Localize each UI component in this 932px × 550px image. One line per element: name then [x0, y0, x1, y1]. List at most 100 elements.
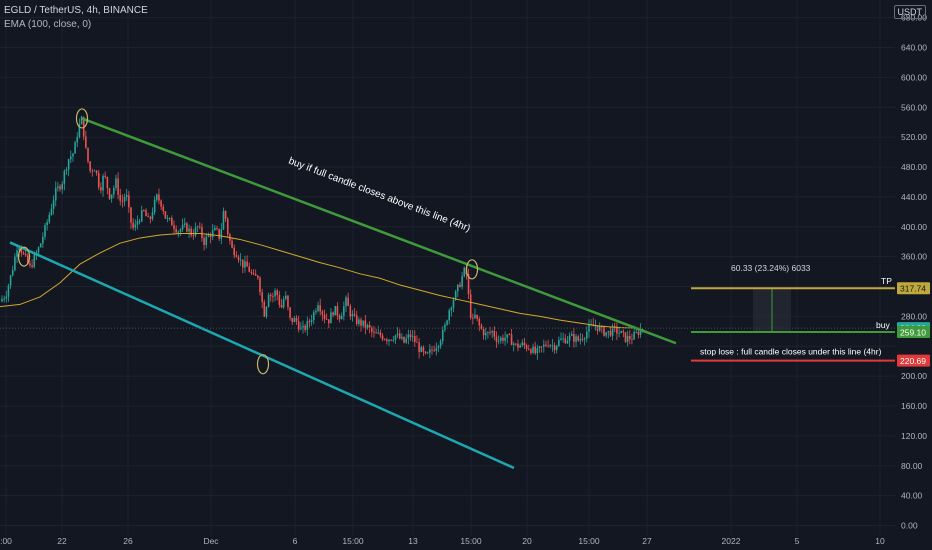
candle-body [476, 314, 478, 319]
y-tick-label: 520.00 [901, 132, 927, 142]
candle-body [287, 295, 289, 308]
candle-body [392, 339, 395, 341]
candle-body [325, 319, 328, 320]
x-tick-label: Dec [203, 536, 219, 546]
candle-body [52, 200, 55, 209]
candle-body [536, 347, 539, 354]
candle-body [63, 171, 66, 184]
candle-body [463, 267, 466, 277]
candle-body [304, 325, 306, 330]
stop-loss-label: stop lose : full candle closes under thi… [700, 347, 882, 357]
candle-body [306, 321, 309, 330]
candle-body [3, 298, 5, 300]
candle-body [7, 285, 10, 297]
ema-indicator-label[interactable]: EMA (100, close, 0) [4, 19, 92, 30]
candle-body [540, 346, 543, 348]
y-tick-label: 600.00 [901, 72, 927, 82]
candle-body [233, 247, 235, 256]
candle-body [231, 240, 233, 248]
candle-body [607, 330, 610, 333]
symbol-title[interactable]: EGLD / TetherUS, 4h, BINANCE [4, 5, 148, 16]
y-tick-label: 0.00 [901, 521, 918, 531]
candle-body [454, 291, 457, 300]
candle-body [274, 290, 276, 297]
candle-body [119, 194, 122, 201]
candle-body [624, 332, 627, 342]
candle-body [121, 200, 124, 202]
candle-body [459, 284, 461, 287]
candle-body [285, 295, 287, 300]
candle-body [5, 296, 8, 299]
candle-body [250, 271, 253, 274]
candle-body [403, 336, 405, 343]
candle-body [358, 319, 360, 324]
candle-body [375, 332, 377, 334]
candle-body [330, 312, 332, 324]
candle-body [291, 317, 294, 323]
candle-body [538, 346, 541, 348]
candle-body [199, 226, 201, 228]
candle-body [493, 331, 496, 337]
candle-body [20, 248, 23, 253]
candle-body [444, 324, 446, 331]
candle-body [54, 187, 57, 201]
candle-body [345, 297, 347, 307]
candle-body [566, 340, 569, 344]
candle-body [80, 116, 83, 125]
candle-body [297, 321, 300, 330]
candle-body [631, 339, 633, 340]
candle-body [562, 338, 564, 340]
candle-body [143, 210, 145, 212]
y-tick-label: 640.00 [901, 43, 927, 53]
candle-body [91, 170, 94, 172]
candle-body [302, 325, 304, 328]
candle-body [401, 336, 403, 339]
candle-body [452, 299, 455, 308]
candle-body [246, 261, 248, 267]
price-axis [895, 0, 932, 550]
candle-body [224, 211, 227, 219]
candle-body [568, 335, 571, 341]
candle-body [579, 338, 582, 341]
candle-body [280, 304, 283, 308]
candle-body [429, 349, 431, 353]
candle-body [616, 326, 618, 334]
candle-body [530, 349, 532, 353]
candle-body [601, 326, 603, 328]
candle-body [295, 318, 298, 322]
candle-body [377, 332, 380, 334]
candle-body [67, 159, 70, 170]
candle-body [366, 324, 369, 328]
candle-body [605, 332, 607, 336]
candle-body [113, 187, 115, 195]
candle-body [422, 347, 425, 352]
x-tick-label: 27 [642, 536, 652, 546]
candle-body [532, 346, 534, 353]
y-tick-label: 280.00 [901, 311, 927, 321]
candle-body [196, 226, 199, 228]
currency-button[interactable]: USDT [893, 5, 926, 19]
candle-body [39, 243, 42, 248]
candle-body [252, 273, 255, 275]
candle-body [390, 339, 392, 341]
candle-body [349, 305, 352, 317]
candle-body [407, 334, 410, 339]
candle-body [61, 183, 63, 190]
candle-body [211, 230, 214, 238]
candle-body [534, 346, 536, 354]
candle-body [82, 116, 85, 137]
candle-body [9, 275, 12, 286]
candle-body [484, 332, 487, 336]
candle-body [166, 218, 169, 219]
candle-body [405, 338, 407, 343]
candle-body [343, 306, 345, 316]
candle-body [441, 330, 444, 342]
candle-body [398, 333, 401, 339]
candle-body [1, 299, 3, 302]
candle-body [27, 255, 29, 264]
candle-body [448, 310, 450, 321]
candle-body [203, 238, 205, 245]
candle-body [102, 175, 104, 191]
candle-body [214, 227, 216, 231]
